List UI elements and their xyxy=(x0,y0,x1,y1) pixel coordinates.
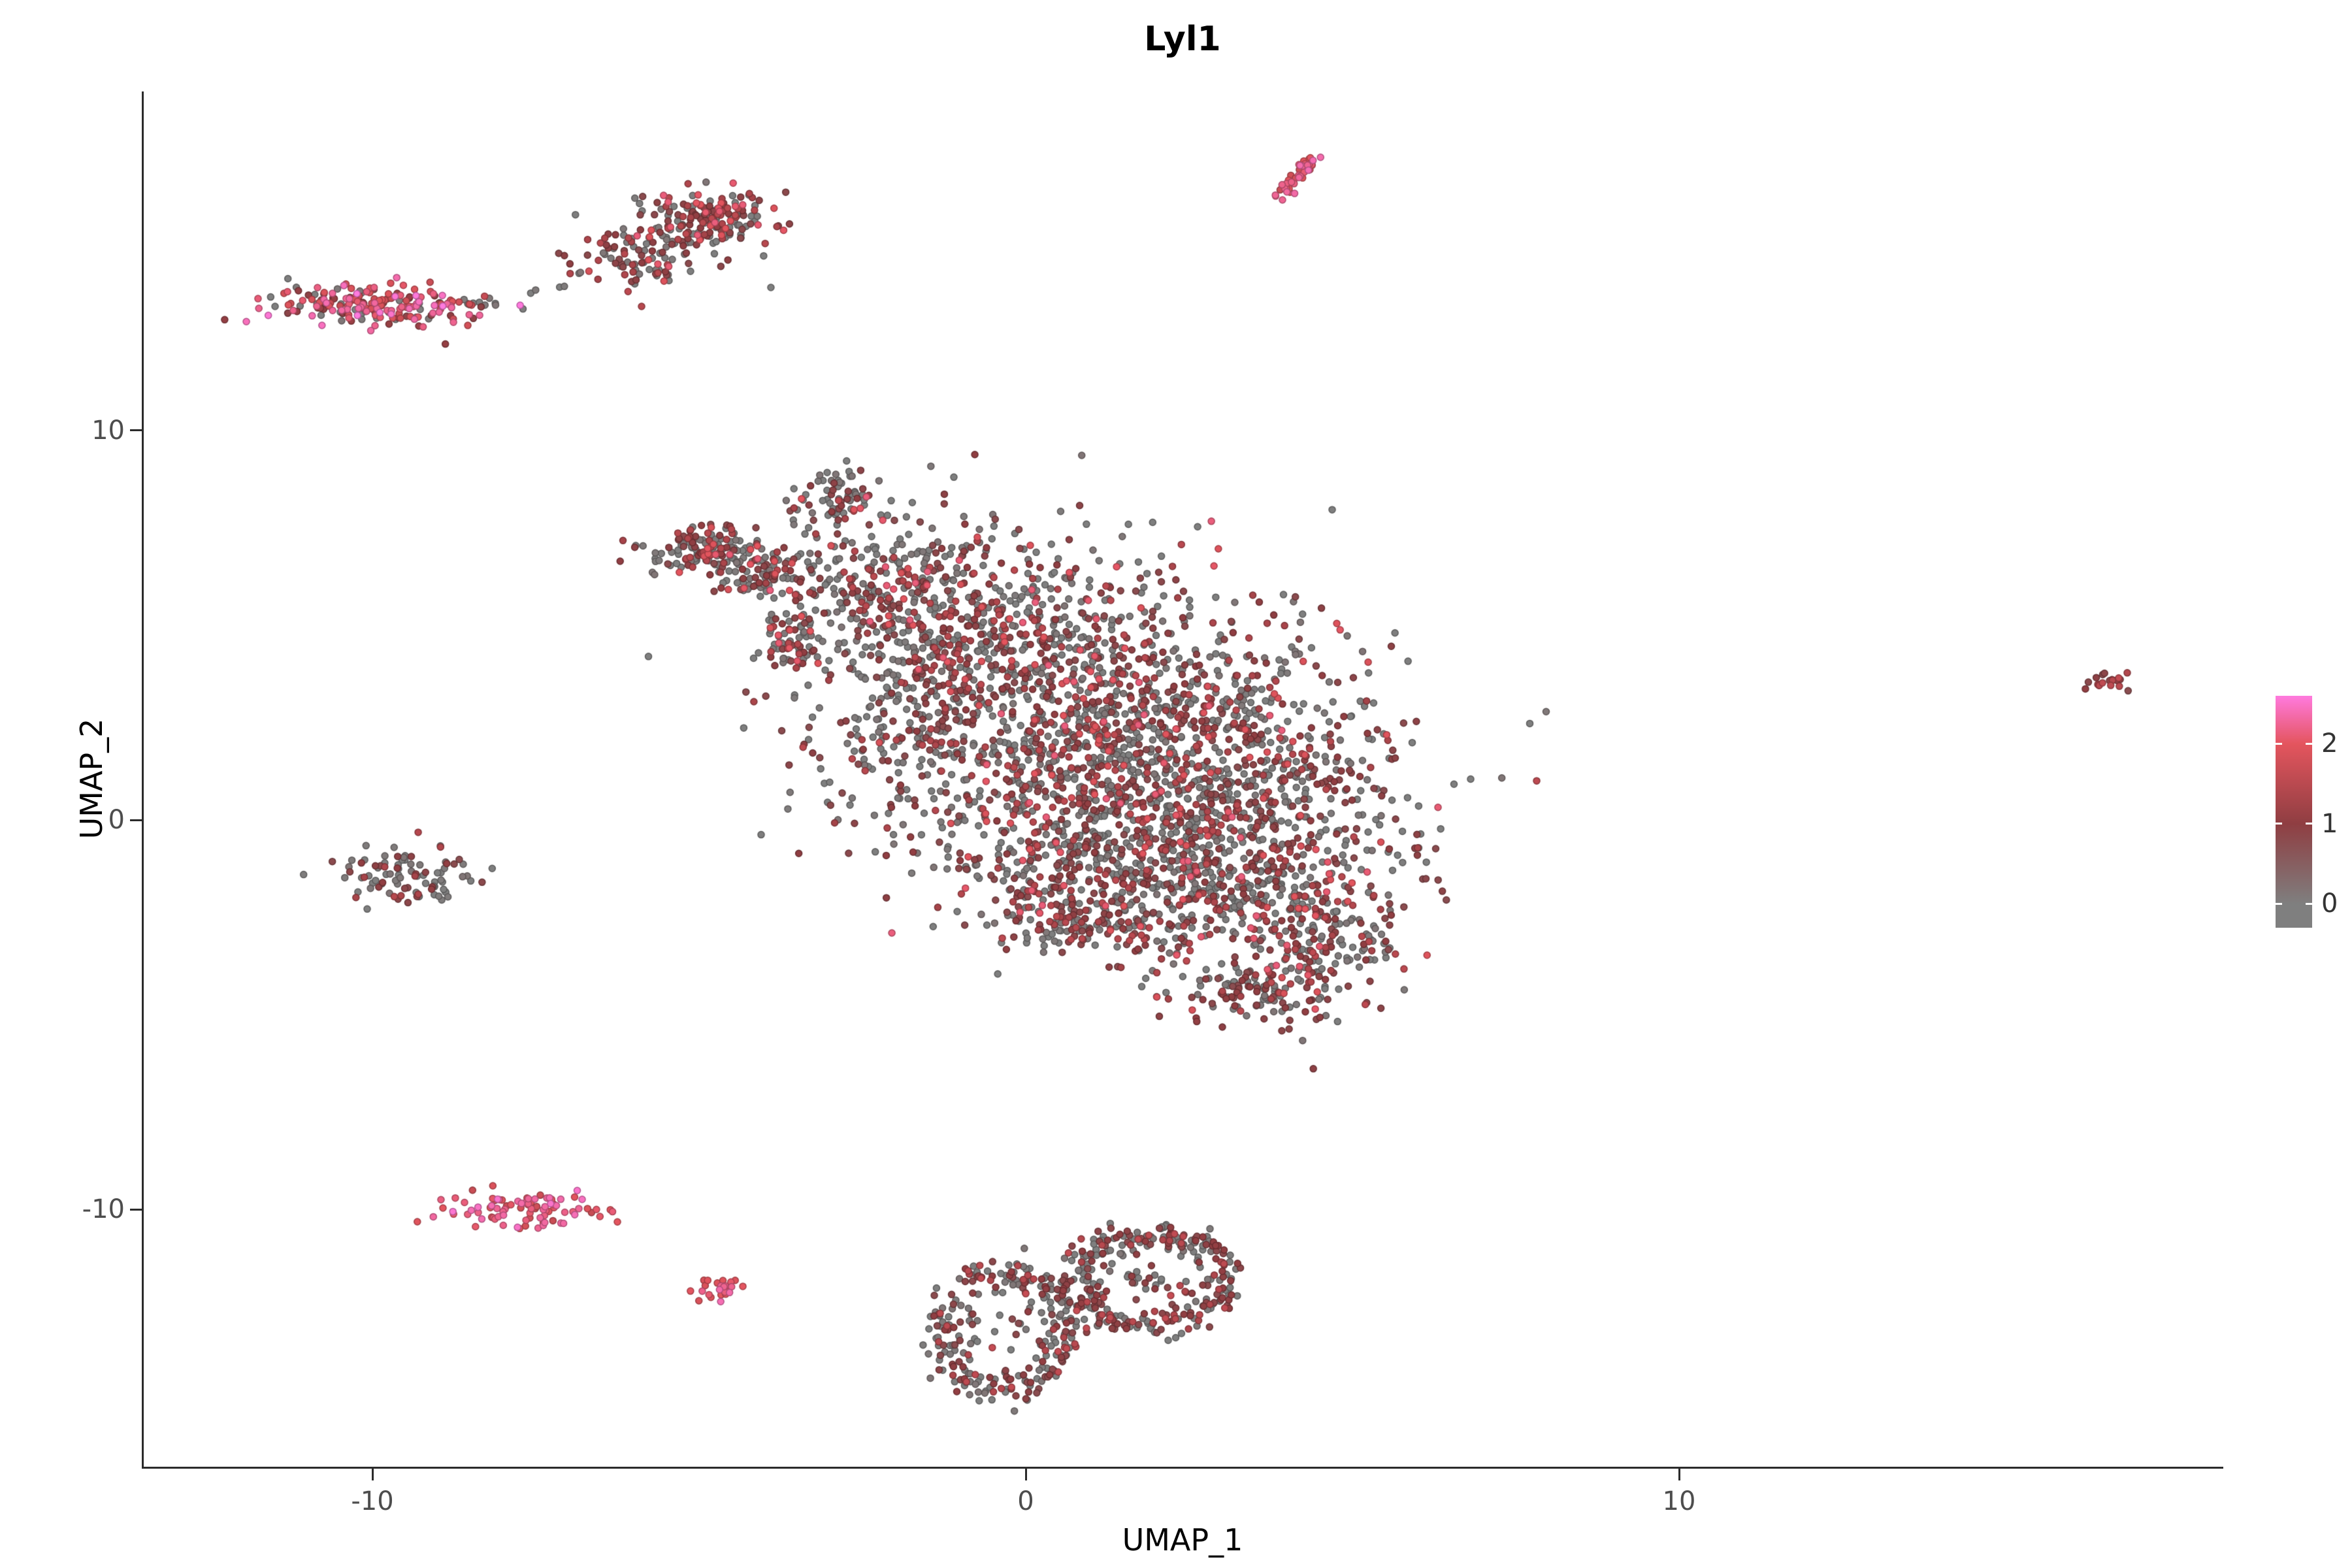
x-tick-label: -10 xyxy=(351,1486,394,1516)
x-tick-mark xyxy=(1024,1469,1027,1480)
x-tick-mark xyxy=(1678,1469,1680,1480)
legend-tick-label: 1 xyxy=(2321,808,2338,839)
y-tick-label: 10 xyxy=(91,415,125,446)
y-tick-mark xyxy=(130,429,142,432)
y-tick-label: -10 xyxy=(82,1194,125,1225)
legend-tick-mark xyxy=(2306,823,2312,825)
x-axis-title: UMAP_1 xyxy=(1122,1522,1243,1558)
legend-gradient-bar xyxy=(2276,696,2312,928)
plot-title: Lyl1 xyxy=(1144,20,1221,59)
x-tick-label: 10 xyxy=(1662,1486,1696,1516)
legend-tick-mark xyxy=(2276,742,2282,745)
y-tick-mark xyxy=(130,1208,142,1211)
y-axis-title: UMAP_2 xyxy=(74,718,109,840)
y-axis-line xyxy=(142,91,144,1469)
legend-tick-label: 0 xyxy=(2321,889,2338,919)
x-tick-label: 0 xyxy=(1017,1486,1034,1516)
legend-tick-mark xyxy=(2276,823,2282,825)
legend-tick-mark xyxy=(2306,902,2312,905)
x-axis-line xyxy=(142,1467,2223,1469)
y-tick-mark xyxy=(130,819,142,821)
legend-tick-mark xyxy=(2276,902,2282,905)
legend-tick-label: 2 xyxy=(2321,728,2338,759)
y-tick-label: 0 xyxy=(108,805,125,836)
x-tick-mark xyxy=(371,1469,374,1480)
legend-tick-mark xyxy=(2306,742,2312,745)
